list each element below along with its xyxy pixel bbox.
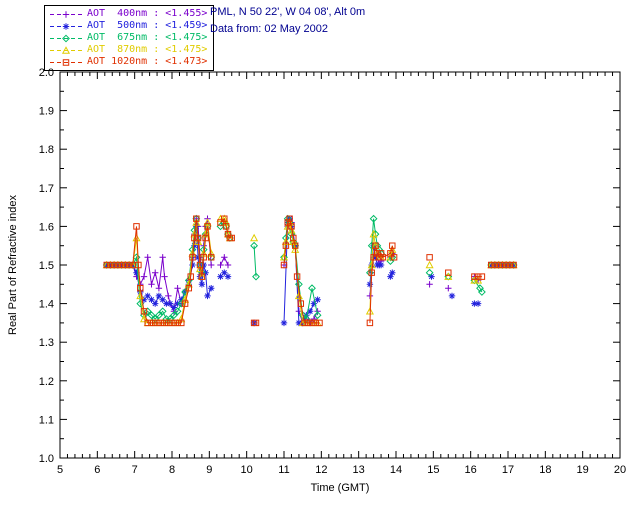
x-tick-label: 16 <box>465 464 477 476</box>
x-tick-label: 13 <box>353 464 365 476</box>
y-tick-label: 1.7 <box>39 183 54 195</box>
legend-item-675nm: AOT 675nm : <1.475> <box>49 32 207 44</box>
x-tick-label: 12 <box>315 464 327 476</box>
x-tick-label: 5 <box>57 464 63 476</box>
x-axis-title: Time (GMT) <box>311 482 370 494</box>
x-axis: 5 6 7 8 9 10 11 12 13 14 15 16 17 18 19 20 <box>57 72 626 476</box>
x-tick-label: 20 <box>614 464 626 476</box>
legend-item-1020nm: AOT 1020nm : <1.473> <box>49 56 207 68</box>
x-tick-label: 10 <box>241 464 253 476</box>
x-tick-label: 15 <box>427 464 439 476</box>
y-tick-label: 1.2 <box>39 376 54 388</box>
legend-label-675nm: AOT 675nm : <1.475> <box>87 32 208 43</box>
y-tick-label: 1.1 <box>39 414 54 426</box>
y-axis-title: Real Part of Refractive index <box>7 194 19 335</box>
x-tick-label: 8 <box>169 464 175 476</box>
y-tick-label: 1.4 <box>39 299 54 311</box>
y-tick-label: 1.9 <box>39 106 54 118</box>
legend-item-500nm: AOT 500nm : <1.459> <box>49 20 207 32</box>
legend-sample-675nm <box>50 34 82 42</box>
y-tick-label: 1.8 <box>39 144 54 156</box>
legend-sample-1020nm <box>50 58 82 66</box>
series-1020nm <box>103 215 517 327</box>
legend-label-870nm: AOT 870nm : <1.475> <box>87 44 208 55</box>
x-tick-label: 6 <box>94 464 100 476</box>
series-markers-500nm <box>103 215 517 327</box>
series-line-1020nm <box>283 217 320 324</box>
legend-label-1020nm: AOT 1020nm : <1.473> <box>87 56 208 67</box>
series-675nm <box>102 214 518 323</box>
station-info: PML, N 50 22', W 04 08', Alt 0m Data fro… <box>210 4 365 38</box>
y-tick-label: 1.6 <box>39 221 54 233</box>
x-tick-label: 9 <box>206 464 212 476</box>
x-tick-label: 7 <box>132 464 138 476</box>
y-tick-label: 1.0 <box>39 453 54 465</box>
y-axis: 1.0 1.1 1.2 1.3 1.4 1.5 1.6 1.7 1.8 1.9 2.0 <box>39 67 620 465</box>
series-markers-1020nm <box>103 215 517 327</box>
x-tick-label: 19 <box>577 464 589 476</box>
legend-item-400nm: AOT 400nm : <1.455> <box>49 8 207 20</box>
series-500nm <box>103 215 517 327</box>
plot-box <box>59 71 621 459</box>
series-line-675nm <box>253 245 257 277</box>
y-tick-label: 1.3 <box>39 337 54 349</box>
series-markers-675nm <box>102 214 518 323</box>
y-tick-label: 1.5 <box>39 260 54 272</box>
y-tick-label: 2.0 <box>39 67 54 79</box>
legend-sample-500nm <box>50 22 82 30</box>
station-location: PML, N 50 22', W 04 08', Alt 0m <box>210 6 366 18</box>
data-date: Data from: 02 May 2002 <box>210 23 329 35</box>
x-tick-label: 17 <box>502 464 514 476</box>
legend-sample-870nm <box>50 45 82 54</box>
legend: AOT 400nm : <1.455> AOT 500nm : <1.459> AO… <box>44 5 215 71</box>
legend-label-500nm: AOT 500nm : <1.459> <box>87 20 208 31</box>
legend-sample-400nm <box>50 10 82 18</box>
legend-item-870nm: AOT 870nm : <1.475> <box>49 44 207 56</box>
x-tick-label: 14 <box>390 464 402 476</box>
x-tick-label: 18 <box>539 464 551 476</box>
x-tick-label: 11 <box>278 464 289 476</box>
legend-label-400nm: AOT 400nm : <1.455> <box>87 8 208 19</box>
